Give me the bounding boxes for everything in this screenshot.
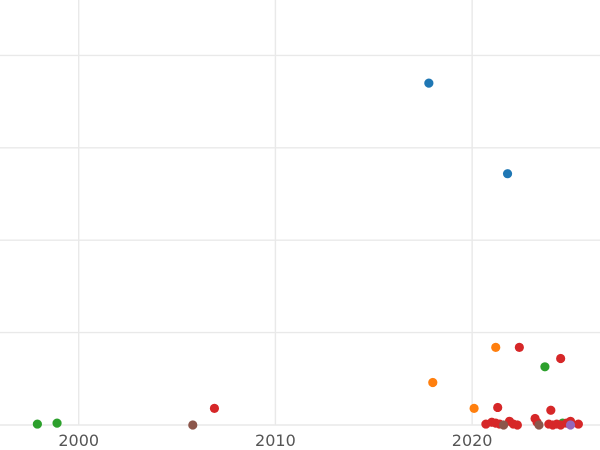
data-point-s3-1 <box>514 342 524 352</box>
data-point-s1-1 <box>469 403 479 413</box>
data-point-s5-2 <box>534 420 544 430</box>
data-point-s2-0 <box>32 419 42 429</box>
data-points <box>32 78 583 430</box>
data-point-s0-1 <box>502 169 513 179</box>
data-point-s3-2 <box>556 353 566 364</box>
data-point-s3-4 <box>546 405 556 415</box>
data-point-s3-11 <box>512 420 522 430</box>
data-point-s4-0 <box>565 420 576 430</box>
x-axis-ticks: 2000 2010 2020 <box>58 431 492 450</box>
data-point-s0-0 <box>424 78 434 88</box>
data-point-s5-0 <box>188 420 198 430</box>
data-point-s1-0 <box>428 377 438 388</box>
data-point-s3-20 <box>573 419 583 429</box>
data-point-s2-1 <box>52 418 62 428</box>
data-point-s1-2 <box>491 342 501 352</box>
data-point-s2-2 <box>540 362 550 372</box>
x-tick-label-2020: 2020 <box>452 431 493 450</box>
data-point-s5-1 <box>499 420 509 430</box>
data-point-s3-3 <box>493 402 503 413</box>
grid <box>0 0 600 426</box>
x-tick-label-2000: 2000 <box>58 431 99 450</box>
data-point-s3-0 <box>209 403 220 413</box>
x-tick-label-2010: 2010 <box>255 431 296 450</box>
